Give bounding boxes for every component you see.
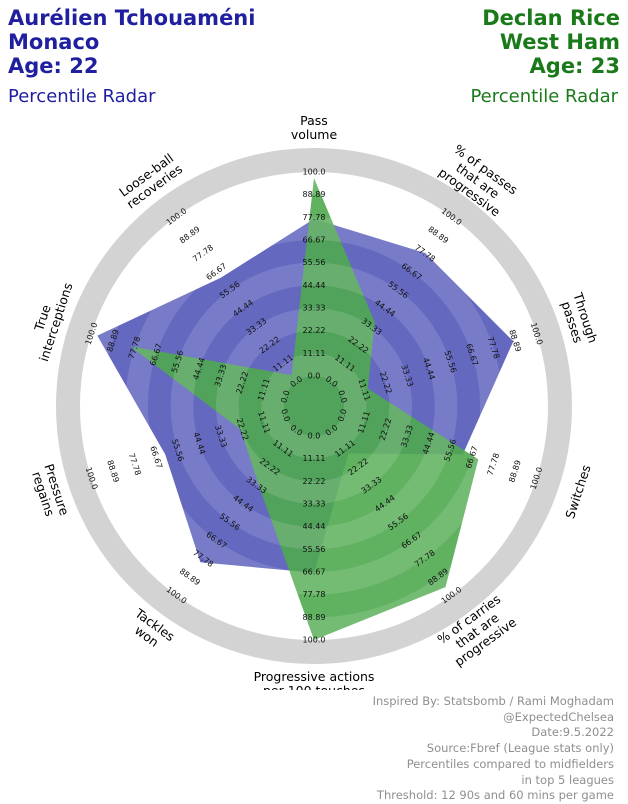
- axis-label-line: per 100 touches: [263, 683, 365, 690]
- left-player-header: Aurélien Tchouaméni Monaco Age: 22: [8, 6, 255, 78]
- tick-label: 77.78: [303, 213, 326, 222]
- credit-line: Inspired By: Statsbomb / Rami Moghadam: [372, 694, 614, 708]
- credits: Inspired By: Statsbomb / Rami Moghadam @…: [373, 694, 614, 804]
- right-player-team: West Ham: [499, 30, 620, 54]
- tick-label: 55.56: [303, 545, 326, 554]
- left-player-team: Monaco: [8, 30, 100, 54]
- tick-label: 44.44: [303, 522, 326, 531]
- tick-label: 33.33: [303, 304, 326, 313]
- outer-ring: [56, 148, 572, 664]
- radar-band: [125, 217, 503, 595]
- right-player-name: Declan Rice: [482, 6, 620, 30]
- series-polygon-rice: [130, 178, 479, 640]
- right-player-age: Age: 23: [529, 54, 620, 78]
- credit-line: @ExpectedChelsea: [503, 709, 614, 724]
- radar-chart: 0.0 11.11 22.22 33.33 44.44 55.56 66.67 77.78 88…: [29, 113, 601, 690]
- radar-band: [215, 307, 413, 505]
- tick-label: 0.0: [279, 408, 291, 423]
- tick-label: 66.67: [303, 236, 326, 245]
- tick-label: 100.0: [303, 168, 326, 177]
- axis-label-line: Pass: [300, 113, 328, 128]
- right-player-header: Declan Rice West Ham Age: 23: [482, 6, 620, 78]
- axis-label-line: volume: [291, 127, 338, 142]
- axis-label-line: Switches: [562, 463, 593, 520]
- left-player-age: Age: 22: [8, 54, 99, 78]
- tick-label: 44.44: [303, 281, 326, 290]
- credit-line: Percentiles compared to midfielders: [406, 756, 614, 771]
- credit-line: Threshold: 12 90s and 60 mins per game: [376, 788, 614, 803]
- tick-label: 88.89: [303, 613, 326, 622]
- tick-label: 33.33: [303, 500, 326, 509]
- axis-label: Switches: [562, 463, 593, 520]
- radar-band: [79, 171, 549, 641]
- tick-label: 0.0: [336, 408, 348, 423]
- tick-label: 22.22: [303, 477, 326, 486]
- tick-label: 11.11: [303, 349, 326, 358]
- tick-label: 77.78: [303, 590, 326, 599]
- tick-label: 11.11: [303, 454, 326, 463]
- credit-line: in top 5 leagues: [521, 772, 614, 787]
- left-player-name: Aurélien Tchouaméni: [8, 6, 256, 30]
- right-subtitle: Percentile Radar: [470, 86, 618, 107]
- tick-label: 66.67: [303, 568, 326, 577]
- axis-label-line: Progressive actions: [254, 669, 375, 684]
- tick-label: 0.0: [336, 389, 348, 404]
- axis-label: Pass volume: [291, 113, 338, 142]
- tick-label: 0.0: [279, 389, 291, 404]
- radar-band: [170, 262, 458, 550]
- credit-line: Source:Fbref (League stats only): [426, 741, 614, 756]
- left-subtitle: Percentile Radar: [8, 86, 156, 107]
- tick-label: 0.0: [308, 372, 321, 381]
- axis-label: Progressive actionsper 100 touches: [254, 669, 375, 690]
- tick-label: 100.0: [303, 636, 326, 645]
- tick-label: 0.0: [308, 432, 321, 441]
- tick-label: 55.56: [303, 258, 326, 267]
- tick-label: 22.22: [303, 326, 326, 335]
- tick-label: 88.89: [303, 190, 326, 199]
- radar-band: [261, 353, 367, 459]
- credit-line: Date:9.5.2022: [531, 725, 614, 740]
